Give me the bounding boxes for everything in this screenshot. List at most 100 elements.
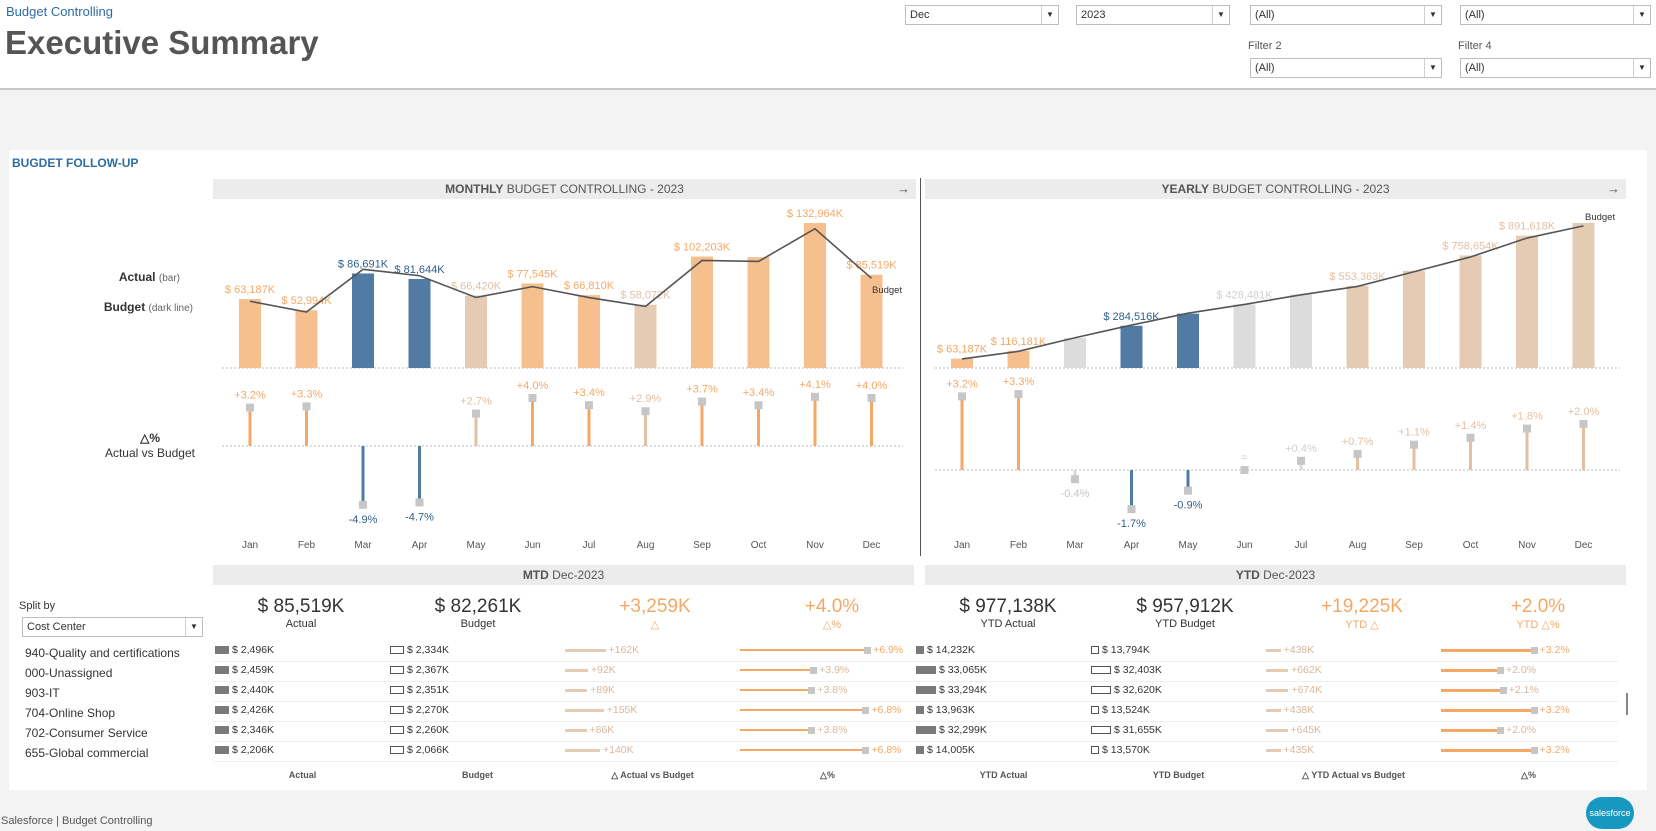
delta-marker [698,397,706,406]
cell-pct: +3.9% [740,664,849,676]
cell-actual: $ 2,426K [215,704,274,716]
budget-line-tag: Budget [872,285,902,296]
budget-box [390,666,404,674]
pct-marker [862,746,870,754]
monthly-title-bold: MONTHLY [445,182,504,196]
delta-marker [1071,475,1079,484]
ytd-budget-box [1091,726,1111,734]
split-by-select[interactable]: Cost Center ▼ [22,617,203,637]
kpi-ytd-delta: +19,225K YTD △ [1277,596,1447,631]
mtd-period: Dec-2023 [552,568,605,582]
ytd-pct-marker [1530,706,1538,714]
table-row[interactable] [213,702,1618,722]
legend-budget-label: Budget [103,300,146,314]
delta-marker [472,409,480,418]
delta-marker [1014,390,1023,399]
cell-ytd-actual: $ 33,294K [916,684,987,696]
delta-marker [302,402,311,411]
ytd-header: YTD Dec-2023 [925,565,1626,585]
delta-marker [811,392,819,401]
table-row[interactable] [213,742,1618,762]
actual-bar [352,273,374,368]
ytd-pct-bar [1441,688,1500,692]
bar-value-label: $ 63,187K [225,284,276,296]
delta-bar [565,668,588,672]
cell-budget: $ 2,260K [390,724,449,736]
bar-value-label: $ 86,691K [338,258,389,270]
kpi-value: +3,259K [619,596,691,617]
filter-3[interactable]: (All) ▼ [1460,5,1651,25]
row-label[interactable]: 655-Global commercial [25,746,149,760]
chevron-down-icon[interactable]: ▼ [1212,6,1229,24]
budget-box [390,706,404,714]
table-row[interactable] [213,662,1618,682]
ytd-pct-bar [1441,708,1531,712]
pct-bar [740,689,809,692]
row-label[interactable]: 940-Quality and certifications [25,646,180,660]
actual-bar [1516,235,1538,368]
bar-value-label: $ 132,964K [787,208,844,220]
actual-bar [1064,337,1086,368]
cell-ytd-actual: $ 13,963K [916,704,975,716]
breadcrumb[interactable]: Budget Controlling [6,4,113,19]
x-tick-label: Nov [806,540,824,551]
x-tick-label: Jun [524,540,540,551]
pct-bar [740,729,809,732]
ytd-delta-bar [1266,668,1289,672]
pct-marker [808,686,816,694]
ytd-pct-marker [1530,646,1538,654]
row-label[interactable]: 903-IT [25,686,60,700]
arrow-right-icon[interactable]: → [897,181,910,196]
delta-label: +3.4% [743,387,775,399]
row-label[interactable]: 702-Consumer Service [25,726,148,740]
year-filter[interactable]: 2023 ▼ [1076,5,1230,25]
header-bar: Budget Controlling Executive Summary Dec… [0,0,1656,90]
col-header-budget: Budget [462,770,493,780]
row-label[interactable]: 704-Online Shop [25,706,116,720]
x-tick-label: Sep [1405,540,1423,551]
actual-bar [1459,255,1482,368]
arrow-right-icon[interactable]: → [1607,181,1620,196]
delta-marker [1466,433,1475,442]
cell-budget: $ 2,066K [390,744,449,756]
table-scrollbar[interactable] [1626,693,1628,715]
filter-2[interactable]: (All) ▼ [1250,58,1442,78]
table-row[interactable] [213,722,1618,742]
cost-center-table: 940-Quality and certifications $ 2,496K $ … [0,640,1656,762]
budget-box [390,746,404,754]
filter-1[interactable]: (All) ▼ [1250,5,1442,25]
kpi-value: $ 85,519K [257,596,345,617]
filter-1-value: (All) [1255,9,1275,21]
chevron-down-icon[interactable]: ▼ [185,618,202,636]
cell-ytd-pct: +3.2% [1441,744,1570,756]
actual-bar [634,304,657,368]
month-filter[interactable]: Dec ▼ [905,5,1059,25]
kpi-value: +4.0% [804,596,860,617]
col-header-delta-pct: △% [820,770,835,780]
mtd-header: MTD Dec-2023 [213,565,914,585]
bar-value-label: $ 428,481K [1216,289,1273,301]
delta-marker [1127,505,1136,514]
chevron-down-icon[interactable]: ▼ [1041,6,1058,24]
actual-bar [215,686,229,694]
ytd-budget-box [1091,746,1099,754]
table-row[interactable] [213,682,1618,702]
actual-bar [215,646,229,654]
kpi-actual: $ 85,519K Actual [216,596,386,630]
delta-label: -4.7% [405,511,434,523]
cell-ytd-budget: $ 13,524K [1091,704,1150,716]
chevron-down-icon[interactable]: ▼ [1633,59,1650,77]
delta-bar [565,728,587,732]
pct-marker [862,706,870,714]
chevron-down-icon[interactable]: ▼ [1633,6,1650,24]
chevron-down-icon[interactable]: ▼ [1424,6,1441,24]
bar-value-label: $ 77,545K [507,268,558,280]
salesforce-logo[interactable]: salesforce [1586,797,1634,829]
row-label[interactable]: 000-Unassigned [25,666,113,680]
filter-4[interactable]: (All) ▼ [1460,58,1651,78]
chevron-down-icon[interactable]: ▼ [1424,59,1441,77]
table-row[interactable] [213,642,1618,662]
x-tick-label: Jan [954,540,970,551]
col-header-delta: △ Actual vs Budget [611,770,694,780]
ytd-period: Dec-2023 [1263,568,1316,582]
